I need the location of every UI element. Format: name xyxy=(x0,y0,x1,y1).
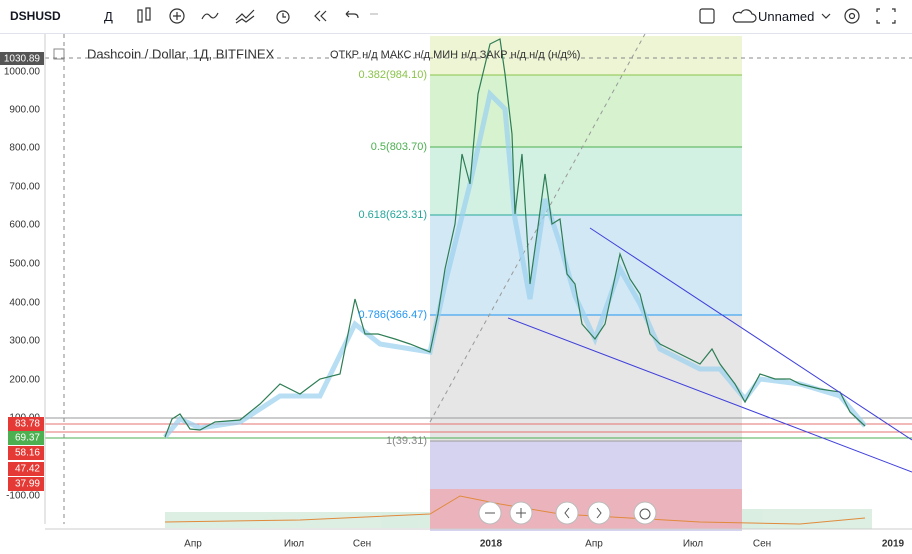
time-label: Сен xyxy=(753,539,771,550)
price-tag xyxy=(8,431,44,445)
scroll-right[interactable] xyxy=(587,501,611,525)
volume xyxy=(165,489,872,529)
price-tag-label: 83.78 xyxy=(15,419,40,430)
last-high: 1030.89 xyxy=(4,54,41,65)
price-label: 500.00 xyxy=(9,259,40,270)
volume-ma xyxy=(164,495,866,525)
interval[interactable]: Д xyxy=(104,9,113,24)
fib-label: 0.382(984.10) xyxy=(359,69,428,81)
time-label: Июл xyxy=(284,539,304,550)
fib-label: 0.618(623.31) xyxy=(359,209,428,221)
price-label: -100.00 xyxy=(6,491,40,502)
layout-name[interactable]: Unnamed xyxy=(758,9,815,24)
price-tag-label: 47.42 xyxy=(15,464,40,475)
price-tag-label: 69.37 xyxy=(15,433,40,444)
price-label: 900.00 xyxy=(9,105,40,116)
time-label: 2019 xyxy=(882,539,905,550)
channel-lower xyxy=(507,317,912,473)
price-label: 700.00 xyxy=(9,182,40,193)
legend-ohlc: ОТКР н/д МАКС н/д МИН н/д ЗАКР н/д н/д (… xyxy=(330,49,580,61)
price-tag xyxy=(8,477,44,491)
price-tag-label: 58.16 xyxy=(15,448,40,459)
time-label: Сен xyxy=(353,539,371,550)
fib-label: 0.5(803.70) xyxy=(371,141,427,153)
toolbar-icons xyxy=(137,7,896,24)
time-label: Июл xyxy=(683,539,703,550)
price-tag xyxy=(8,446,44,460)
chart: Dashcoin / Dollar, 1Д, BITFINEX ОТКР н/д… xyxy=(0,34,912,550)
price-label: 800.00 xyxy=(9,143,40,154)
last-high-tag xyxy=(0,52,44,65)
moving-average xyxy=(163,89,867,439)
price-tag-label: 37.99 xyxy=(15,479,40,490)
toolbar: DSHUSD Д Unnamed xyxy=(0,0,912,34)
time-label: 2018 xyxy=(480,539,503,550)
price-label: 200.00 xyxy=(9,375,40,386)
channel-upper xyxy=(589,227,912,441)
price-tag xyxy=(8,417,44,431)
symbol[interactable]: DSHUSD xyxy=(10,9,61,23)
legend-title: Dashcoin / Dollar, 1Д, BITFINEX xyxy=(87,46,275,61)
time-label: Апр xyxy=(585,539,603,550)
price-label: 600.00 xyxy=(9,220,40,231)
price-label: 1000.00 xyxy=(4,67,41,78)
price-label: 400.00 xyxy=(9,298,40,309)
trend-line xyxy=(429,34,646,423)
price-label: 300.00 xyxy=(9,336,40,347)
reset[interactable] xyxy=(633,501,657,525)
time-label: Апр xyxy=(184,539,202,550)
price-tag xyxy=(8,462,44,476)
scroll-left[interactable] xyxy=(555,501,579,525)
fib-label: 1(39.31) xyxy=(386,435,427,447)
price-line xyxy=(164,38,866,438)
fib-label: 0.786(366.47) xyxy=(359,309,428,321)
